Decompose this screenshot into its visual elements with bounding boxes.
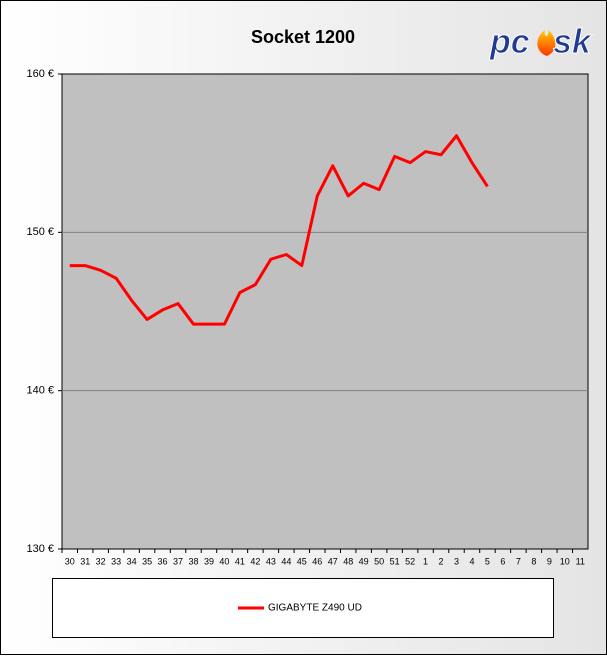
x-tick-label: 5	[485, 556, 490, 566]
x-tick-label: 2	[439, 556, 444, 566]
x-tick-label: 6	[500, 556, 505, 566]
x-tick-label: 44	[281, 556, 291, 566]
x-tick-label: 11	[576, 556, 585, 566]
logo-text: sk	[553, 23, 593, 61]
x-tick-label: 49	[359, 556, 369, 566]
x-tick-label: 10	[560, 556, 570, 566]
x-tick-label: 52	[405, 556, 415, 566]
x-tick-label: 50	[374, 556, 384, 566]
x-tick-label: 38	[188, 556, 198, 566]
x-tick-label: 8	[531, 556, 536, 566]
logo-text: pc	[489, 23, 530, 61]
x-tick-label: 45	[297, 556, 307, 566]
x-tick-label: 7	[516, 556, 521, 566]
x-tick-label: 37	[173, 556, 183, 566]
chart-title: Socket 1200	[251, 27, 355, 47]
x-tick-label: 31	[80, 556, 90, 566]
line	[69, 134, 489, 326]
logo-flame	[537, 30, 556, 56]
x-tick-label: 46	[312, 556, 322, 566]
x-tick-label: 35	[142, 556, 152, 566]
x-tick-label: 42	[250, 556, 260, 566]
plot-area	[61, 73, 589, 550]
y-tick-label: 150 €	[26, 226, 54, 238]
x-tick-label: 47	[328, 556, 338, 566]
x-tick-label: 36	[158, 556, 168, 566]
x-tick-label: 41	[235, 556, 245, 566]
x-tick-label: 48	[343, 556, 353, 566]
x-tick-label: 32	[96, 556, 106, 566]
legend-label: GIGABYTE Z490 UD	[268, 603, 362, 614]
y-tick-label: 140 €	[26, 385, 54, 397]
x-tick-label: 4	[469, 556, 474, 566]
y-tick-label: 130 €	[26, 543, 54, 555]
legend	[52, 578, 554, 638]
x-tick-label: 30	[65, 556, 75, 566]
logo: pc sk	[489, 22, 594, 61]
x-tick-label: 51	[390, 556, 400, 566]
x-tick-label: 34	[127, 556, 137, 566]
x-tick-label: 1	[423, 556, 428, 566]
x-tick-label: 40	[219, 556, 229, 566]
y-tick-label: 160 €	[26, 68, 54, 80]
x-tick-label: 43	[266, 556, 276, 566]
x-tick-label: 9	[547, 556, 552, 566]
x-tick-label: 33	[111, 556, 121, 566]
x-tick-label: 3	[454, 556, 459, 566]
x-tick-label: 39	[204, 556, 214, 566]
